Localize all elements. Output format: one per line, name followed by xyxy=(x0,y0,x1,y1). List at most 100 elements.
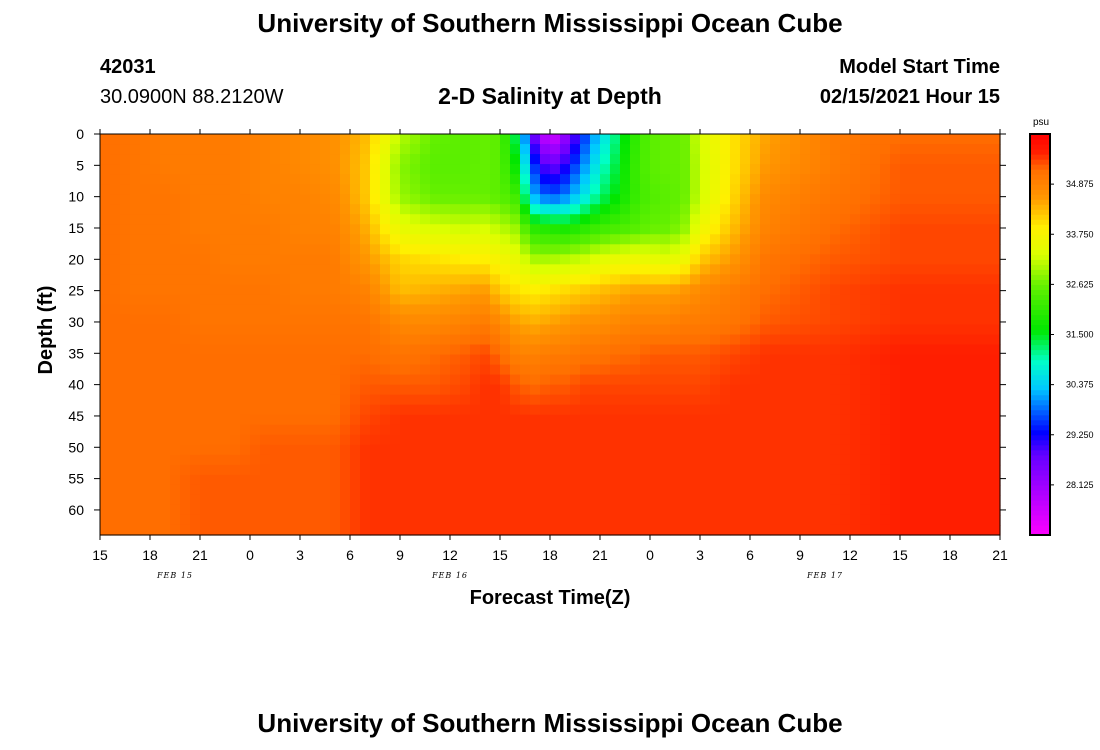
heatmap-cell xyxy=(960,294,971,306)
heatmap-cell xyxy=(770,224,781,235)
colorbar-segment xyxy=(1030,169,1050,175)
heatmap-cell xyxy=(100,334,111,346)
heatmap-cell xyxy=(990,244,1001,255)
heatmap-cell xyxy=(650,154,661,165)
heatmap-cell xyxy=(650,474,661,486)
heatmap-cell xyxy=(170,184,181,195)
heatmap-cell xyxy=(230,504,241,516)
heatmap-cell xyxy=(940,174,951,185)
heatmap-cell xyxy=(270,324,281,336)
heatmap-cell xyxy=(420,514,431,526)
heatmap-cell xyxy=(930,304,941,316)
heatmap-cell xyxy=(760,454,771,466)
heatmap-cell xyxy=(330,284,341,295)
heatmap-cell xyxy=(980,444,991,456)
heatmap-cell xyxy=(490,394,501,406)
heatmap-cell xyxy=(190,334,201,346)
heatmap-cell xyxy=(400,264,411,275)
heatmap-cell xyxy=(890,524,901,536)
heatmap-cell xyxy=(140,374,151,386)
heatmap-cell xyxy=(190,254,201,265)
heatmap-cell xyxy=(410,324,421,336)
heatmap-cell xyxy=(280,474,291,486)
heatmap-cell xyxy=(950,354,961,366)
heatmap-cell xyxy=(980,264,991,275)
heatmap-cell xyxy=(330,414,341,426)
heatmap-cell xyxy=(680,304,691,316)
heatmap-cell xyxy=(900,134,911,145)
heatmap-cell xyxy=(620,454,631,466)
heatmap-cell xyxy=(510,244,521,255)
heatmap-cell xyxy=(740,424,751,436)
heatmap-cell xyxy=(700,364,711,376)
heatmap-cell xyxy=(430,424,441,436)
heatmap-cell xyxy=(830,404,841,416)
heatmap-cell xyxy=(630,164,641,175)
heatmap-cell xyxy=(730,474,741,486)
heatmap-cell xyxy=(860,344,871,356)
heatmap-cell xyxy=(340,314,351,326)
heatmap-cell xyxy=(710,304,721,316)
heatmap-cell xyxy=(400,144,411,155)
heatmap-cell xyxy=(950,204,961,215)
heatmap-cell xyxy=(490,424,501,436)
heatmap-cell xyxy=(380,184,391,195)
heatmap-cell xyxy=(700,384,711,396)
heatmap-cell xyxy=(570,514,581,526)
heatmap-cell xyxy=(270,284,281,295)
heatmap-cell xyxy=(170,294,181,306)
heatmap-cell xyxy=(880,494,891,506)
heatmap-cell xyxy=(460,284,471,295)
heatmap-cell xyxy=(760,244,771,255)
heatmap-cell xyxy=(310,294,321,306)
heatmap-cell xyxy=(890,344,901,356)
heatmap-cell xyxy=(760,284,771,295)
heatmap-cell xyxy=(260,234,271,245)
heatmap-cell xyxy=(540,274,551,285)
heatmap-cell xyxy=(310,264,321,275)
heatmap-cell xyxy=(440,244,451,255)
heatmap-cell xyxy=(830,144,841,155)
heatmap-cell xyxy=(440,514,451,526)
heatmap-cell xyxy=(320,324,331,336)
heatmap-cell xyxy=(620,164,631,175)
heatmap-cell xyxy=(330,264,341,275)
heatmap-cell xyxy=(910,274,921,285)
heatmap-cell xyxy=(600,484,611,496)
heatmap-cell xyxy=(690,224,701,235)
heatmap-cell xyxy=(350,234,361,245)
heatmap-cell xyxy=(100,464,111,476)
heatmap-cell xyxy=(320,364,331,376)
heatmap-cell xyxy=(170,224,181,235)
heatmap-cell xyxy=(710,354,721,366)
heatmap-cell xyxy=(880,404,891,416)
heatmap-cell xyxy=(350,254,361,265)
heatmap-cell xyxy=(260,284,271,295)
heatmap-cell xyxy=(280,134,291,145)
heatmap-cell xyxy=(760,484,771,496)
heatmap-cell xyxy=(420,254,431,265)
heatmap-cell xyxy=(680,354,691,366)
heatmap-cell xyxy=(370,314,381,326)
heatmap-cell xyxy=(600,504,611,516)
heatmap-cell xyxy=(620,214,631,225)
heatmap-cell xyxy=(890,324,901,336)
heatmap-cell xyxy=(240,264,251,275)
heatmap-cell xyxy=(150,514,161,526)
heatmap-cell xyxy=(610,454,621,466)
heatmap-cell xyxy=(810,144,821,155)
heatmap-cell xyxy=(180,374,191,386)
heatmap-cell xyxy=(430,404,441,416)
heatmap-cell xyxy=(410,154,421,165)
y-tick-label: 30 xyxy=(68,314,84,330)
heatmap-cell xyxy=(560,444,571,456)
heatmap-cell xyxy=(420,314,431,326)
heatmap-cell xyxy=(490,484,501,496)
heatmap-cell xyxy=(140,474,151,486)
heatmap-cell xyxy=(470,434,481,446)
heatmap-cell xyxy=(790,464,801,476)
heatmap-cell xyxy=(530,364,541,376)
heatmap-cell xyxy=(180,344,191,356)
heatmap-cell xyxy=(760,424,771,436)
heatmap-cell xyxy=(730,394,741,406)
